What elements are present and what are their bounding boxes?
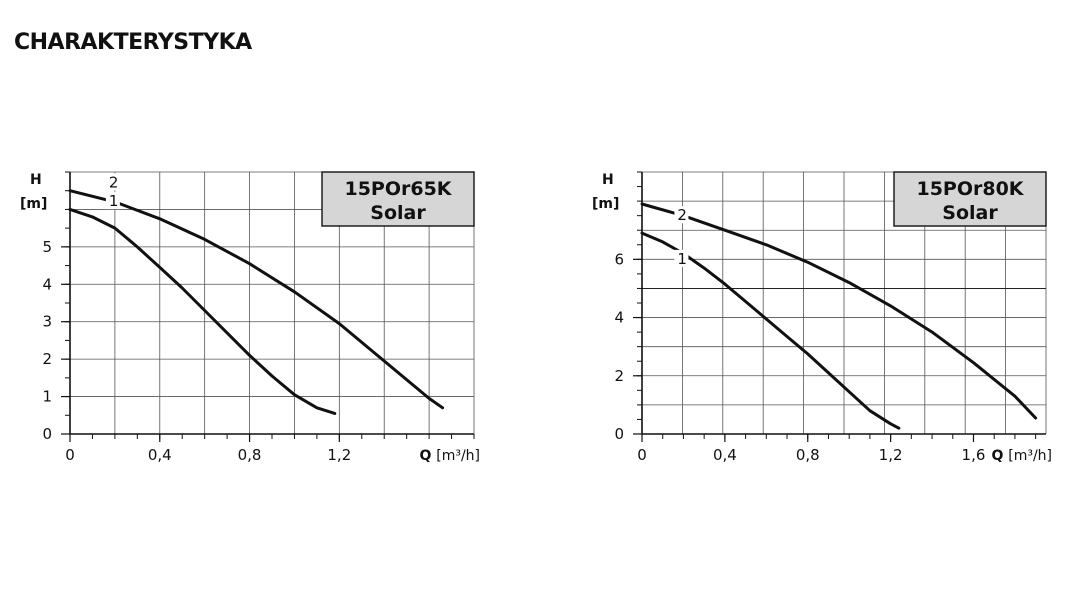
x-tick-label: 0,8	[238, 446, 262, 464]
y-tick-label: 6	[614, 250, 624, 268]
pump-curve-2	[68, 189, 445, 410]
x-tick-label: 0,4	[148, 446, 172, 464]
pump-chart-15por80k: 0 0,4 0,8 1,2 1,6 0 2 4 6 H [m] Q [m³/h] 15POr80KSol…	[592, 171, 1052, 464]
series-label-bg	[105, 192, 120, 210]
x-tick-label: 0	[65, 446, 75, 464]
chart-title: 15POr65K	[344, 178, 452, 200]
series-label: 1	[677, 250, 687, 268]
x-tick-label: 1,2	[327, 446, 351, 464]
chart-subtitle: Solar	[942, 202, 998, 224]
page-title: CHARAKTERYSTYKA	[14, 30, 252, 55]
chart-subtitle: Solar	[370, 202, 426, 224]
title-box	[321, 171, 475, 227]
y-axis-label: H	[30, 172, 42, 188]
series-label: 2	[677, 206, 687, 224]
y-tick-label: 1	[42, 388, 52, 406]
pump-curve-1	[68, 207, 337, 415]
y-tick-label: 4	[614, 309, 624, 327]
series-label-bg	[105, 173, 120, 191]
series-label: 2	[109, 173, 119, 191]
y-tick-label: 2	[614, 367, 624, 385]
series-label-bg	[674, 249, 689, 267]
x-tick-label: 0	[637, 446, 647, 464]
x-tick-label: 0,4	[713, 446, 737, 464]
y-tick-label: 4	[42, 275, 52, 293]
x-tick-label: 1,2	[879, 446, 903, 464]
y-axis-label: H	[602, 172, 614, 188]
y-axis-unit: [m]	[20, 196, 47, 212]
y-tick-label: 2	[42, 350, 52, 368]
series-label-bg	[674, 206, 689, 224]
y-tick-label: 0	[614, 425, 624, 443]
x-tick-label: 0,8	[796, 446, 820, 464]
y-tick-label: 0	[42, 425, 52, 443]
title-box	[893, 171, 1047, 227]
series-label: 1	[109, 192, 119, 210]
y-axis-unit: [m]	[592, 196, 619, 212]
x-axis-label: Q [m³/h]	[419, 448, 480, 464]
pump-curve-2	[640, 202, 1038, 420]
chart-title: 15POr80K	[916, 178, 1024, 200]
x-tick-label: 1,6	[962, 446, 986, 464]
x-axis-label: Q [m³/h]	[991, 448, 1052, 464]
y-tick-label: 5	[42, 238, 52, 256]
y-tick-label: 3	[42, 313, 52, 331]
